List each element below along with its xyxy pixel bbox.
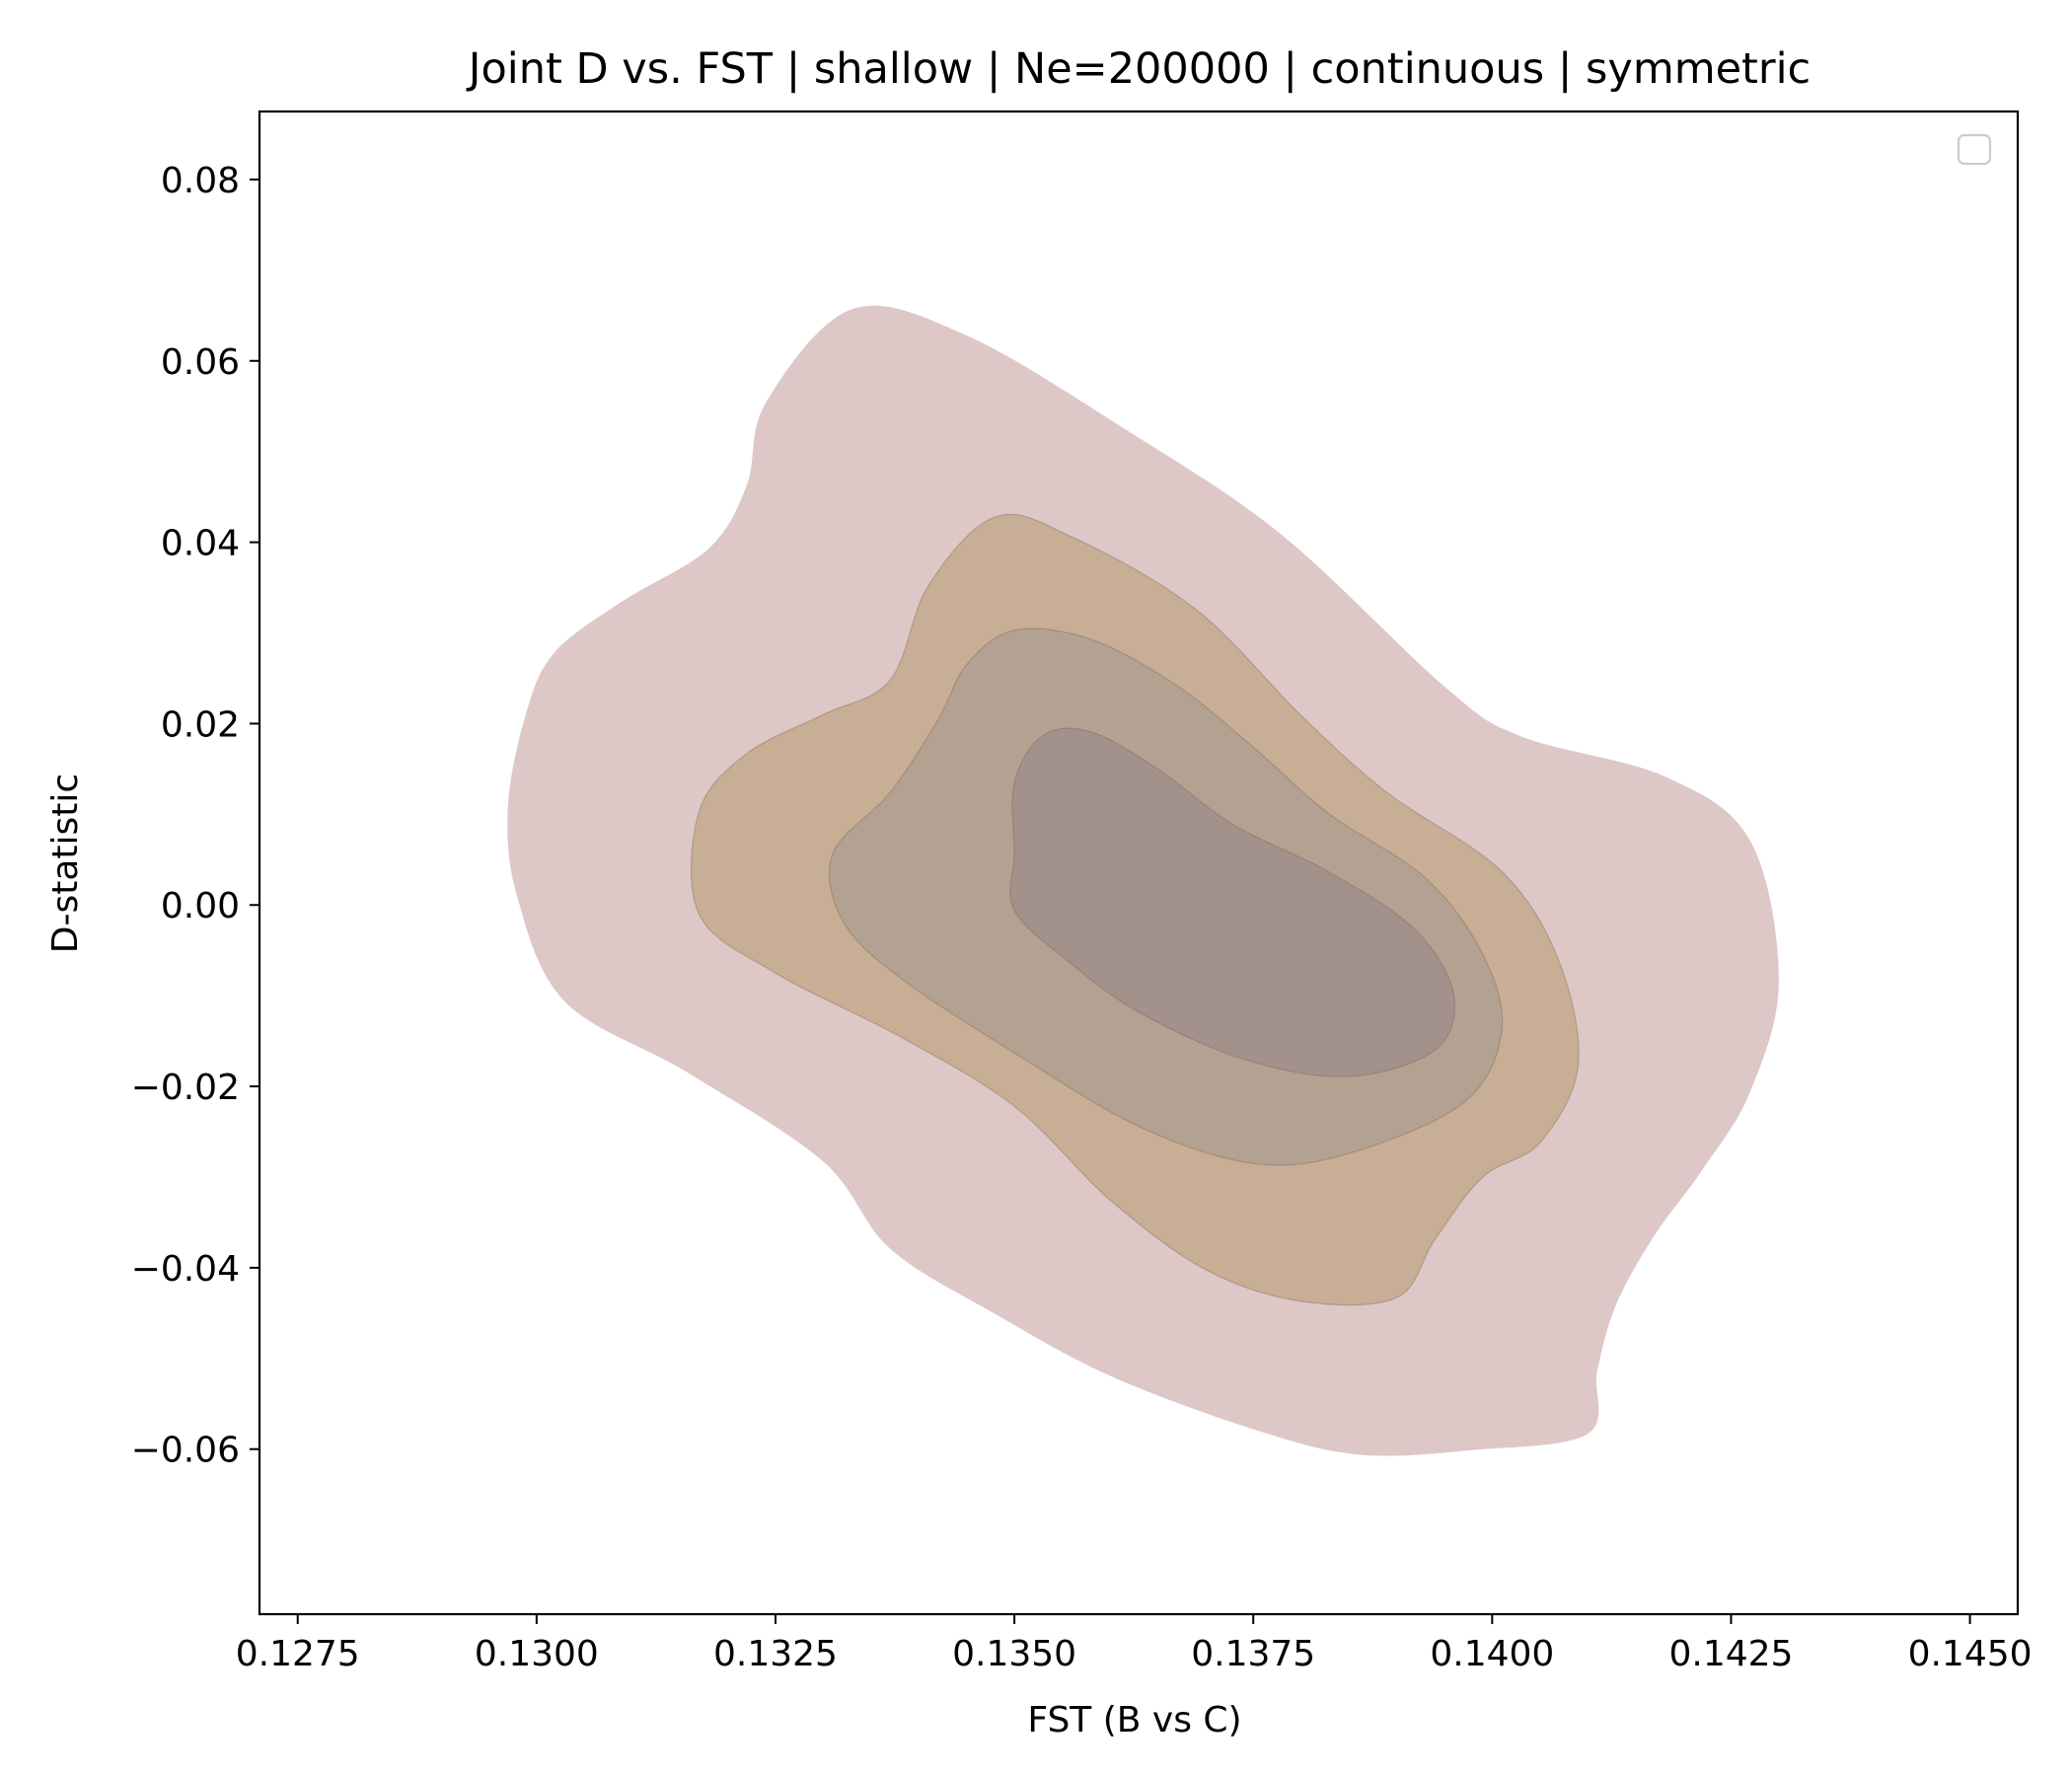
- contour-level-4: [1009, 727, 1456, 1077]
- contour-levels: [507, 305, 1779, 1456]
- chart-title: Joint D vs. FST | shallow | Ne=200000 | …: [466, 44, 1811, 94]
- x-axis-label: FST (B vs C): [1027, 1700, 1241, 1740]
- y-tick-label: −0.04: [131, 1249, 240, 1290]
- y-tick-label: 0.08: [161, 161, 240, 201]
- x-tick-label: 0.1400: [1430, 1634, 1554, 1674]
- y-tick-label: −0.02: [131, 1068, 240, 1108]
- x-tick-label: 0.1350: [952, 1634, 1076, 1674]
- y-axis-ticks: −0.06 −0.04 −0.02 0.00 0.02 0.04 0.06 0.08: [131, 161, 259, 1471]
- y-tick-label: 0.04: [161, 524, 240, 564]
- legend-box: [1957, 133, 1992, 166]
- y-tick-label: 0.00: [161, 886, 240, 926]
- plot-area-frame: [258, 110, 2020, 1616]
- x-tick-label: 0.1375: [1191, 1634, 1315, 1674]
- y-tick-label: 0.06: [161, 342, 240, 383]
- y-axis-label: D-statistic: [45, 774, 86, 953]
- x-tick-label: 0.1450: [1908, 1634, 2033, 1674]
- x-axis-ticks: 0.1275 0.1300 0.1325 0.1350 0.1375 0.1400 0.14…: [236, 1614, 2033, 1674]
- x-tick-label: 0.1425: [1668, 1634, 1793, 1674]
- x-tick-label: 0.1275: [236, 1634, 360, 1674]
- x-tick-label: 0.1300: [475, 1634, 599, 1674]
- y-tick-label: −0.06: [131, 1431, 240, 1471]
- x-tick-label: 0.1325: [713, 1634, 838, 1674]
- y-tick-label: 0.02: [161, 704, 240, 745]
